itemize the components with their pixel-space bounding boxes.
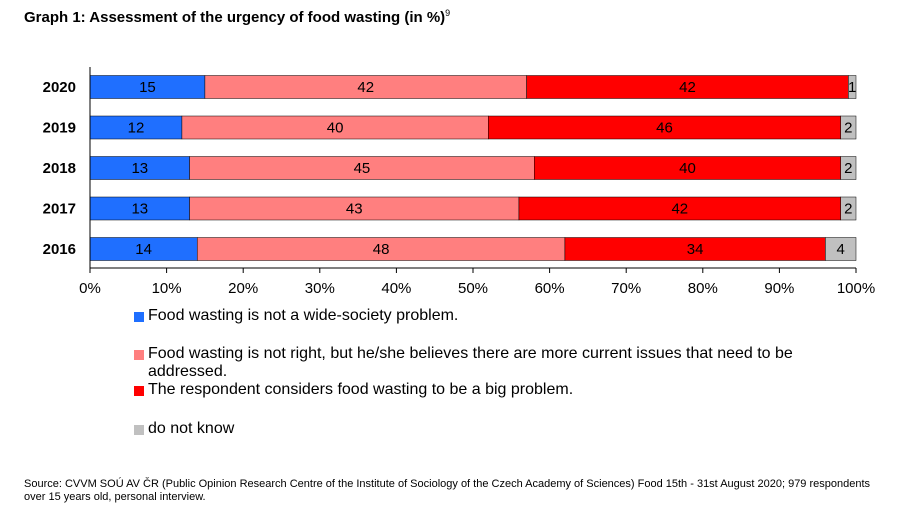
data-label-2020-series-3: 1 bbox=[848, 79, 856, 96]
data-label-2019-series-0: 12 bbox=[128, 120, 145, 137]
data-label-2016-series-3: 4 bbox=[837, 241, 845, 258]
title-footnote: 9 bbox=[445, 8, 451, 18]
data-label-2018-series-2: 40 bbox=[679, 160, 696, 177]
x-tick-label-10: 100% bbox=[837, 280, 875, 297]
bar-2018-series-3 bbox=[840, 156, 857, 180]
source-note: Source: CVVM SOÚ AV ČR (Public Opinion R… bbox=[24, 478, 871, 503]
category-label-2020: 2020 bbox=[43, 79, 76, 96]
category-label-2017: 2017 bbox=[43, 201, 76, 218]
x-tick-label-1: 10% bbox=[152, 280, 182, 297]
data-label-2018-series-0: 13 bbox=[131, 160, 148, 177]
data-label-2018-series-3: 2 bbox=[844, 160, 852, 177]
legend-label-big-problem: The respondent considers food wasting to… bbox=[148, 381, 574, 398]
x-tick-label-5: 50% bbox=[458, 280, 488, 297]
legend-swatch-not-problem bbox=[134, 312, 144, 322]
data-label-2020-series-0: 15 bbox=[139, 79, 156, 96]
legend-item-not-problem: Food wasting is not a wide-society probl… bbox=[134, 307, 874, 325]
legend-label-not-problem: Food wasting is not a wide-society probl… bbox=[148, 307, 459, 324]
data-label-2020-series-1: 42 bbox=[357, 79, 374, 96]
x-tick-label-9: 90% bbox=[764, 280, 794, 297]
data-label-2017-series-3: 2 bbox=[844, 201, 852, 218]
bar-2019-series-3 bbox=[840, 115, 857, 140]
x-tick-label-3: 30% bbox=[305, 280, 335, 297]
chart-title-text: Graph 1: Assessment of the urgency of fo… bbox=[24, 9, 446, 26]
x-tick-label-7: 70% bbox=[611, 280, 641, 297]
bar-2017-series-3 bbox=[840, 196, 857, 221]
x-tick-label-8: 80% bbox=[688, 280, 718, 297]
data-label-2019-series-3: 2 bbox=[844, 120, 852, 137]
legend-swatch-big-problem bbox=[134, 386, 144, 396]
category-label-2016: 2016 bbox=[43, 241, 76, 258]
legend-item-do-not-know: do not know bbox=[134, 420, 874, 438]
legend-swatch-do-not-know bbox=[134, 425, 144, 435]
legend-label-do-not-know: do not know bbox=[148, 420, 235, 437]
data-label-2016-series-1: 48 bbox=[373, 241, 390, 258]
data-label-2016-series-2: 34 bbox=[687, 241, 704, 258]
chart-title: Graph 1: Assessment of the urgency of fo… bbox=[24, 8, 450, 26]
x-tick-label-2: 20% bbox=[228, 280, 258, 297]
data-label-2016-series-0: 14 bbox=[135, 241, 152, 258]
data-label-2018-series-1: 45 bbox=[354, 160, 371, 177]
data-label-2020-series-2: 42 bbox=[679, 79, 696, 96]
bar-2016-series-3 bbox=[825, 237, 857, 261]
legend-swatch-other-issues bbox=[134, 350, 144, 360]
legend-item-other-issues: Food wasting is not right, but he/she be… bbox=[134, 345, 874, 381]
bar-2020-series-3 bbox=[848, 75, 857, 99]
data-label-2017-series-0: 13 bbox=[131, 201, 148, 218]
data-label-2017-series-2: 42 bbox=[671, 201, 688, 218]
x-tick-label-4: 40% bbox=[381, 280, 411, 297]
legend-item-big-problem: The respondent considers food wasting to… bbox=[134, 381, 874, 399]
data-label-2019-series-2: 46 bbox=[656, 120, 673, 137]
data-label-2019-series-1: 40 bbox=[327, 120, 344, 137]
x-tick-label-6: 60% bbox=[535, 280, 565, 297]
data-label-2017-series-1: 43 bbox=[346, 201, 363, 218]
category-label-2019: 2019 bbox=[43, 120, 76, 137]
legend-label-other-issues: Food wasting is not right, but he/she be… bbox=[148, 345, 793, 380]
category-label-2018: 2018 bbox=[43, 160, 76, 177]
x-tick-label-0: 0% bbox=[79, 280, 101, 297]
